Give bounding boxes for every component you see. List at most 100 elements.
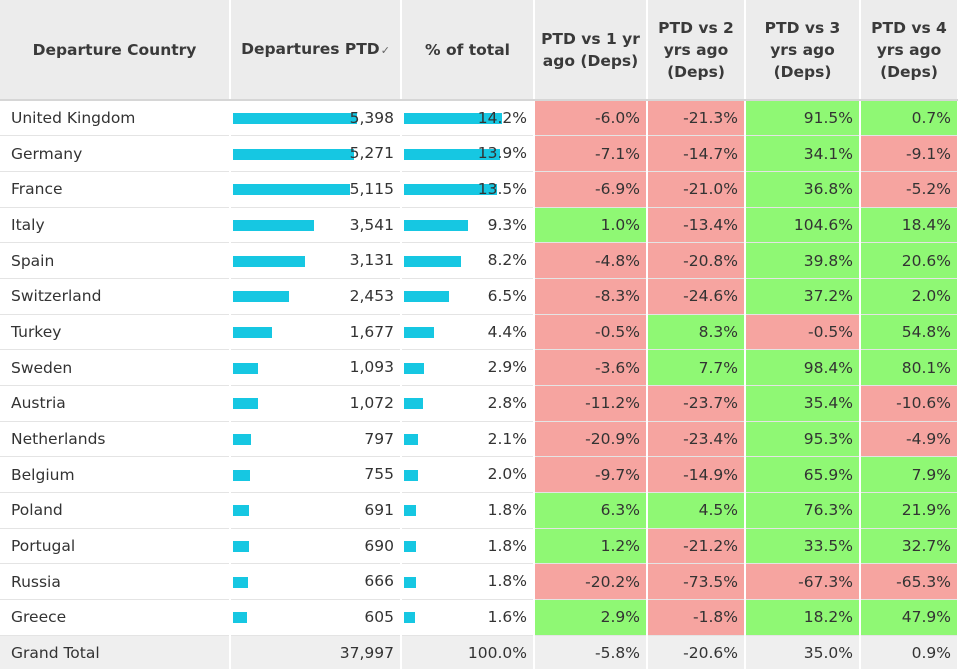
country-cell: Switzerland <box>0 278 231 315</box>
pct-total-value: 8.2% <box>487 251 527 270</box>
table-row[interactable]: France 5,115 13.5% -6.9% -21.0% 36.8% -5.2% <box>0 171 958 208</box>
pct-total-bar <box>404 148 500 160</box>
ptd-vs1-cell: -20.9% <box>534 421 648 458</box>
table-row[interactable]: Spain 3,131 8.2% -4.8% -20.8% 39.8% 20.6% <box>0 242 958 279</box>
ptd-vs3-cell: 65.9% <box>745 456 861 494</box>
pct-total-cell: 9.3% <box>401 207 535 244</box>
departures-value: 755 <box>364 465 394 484</box>
table-row[interactable]: Germany 5,271 13.9% -7.1% -14.7% 34.1% -9.1% <box>0 135 958 172</box>
ptd-vs2-cell: 8.3% <box>647 314 746 351</box>
departures-bar <box>233 113 357 125</box>
table-row[interactable]: Russia 666 1.8% -20.2% -73.5% -67.3% -65.3% <box>0 563 958 601</box>
header-departures-ptd[interactable]: Departures PTD✓ <box>230 0 402 101</box>
pct-total-bar <box>404 184 497 196</box>
pct-total-bar <box>404 576 416 588</box>
header-ptd-vs-2yrs[interactable]: PTD vs 2 yrs ago (Deps) <box>647 0 746 101</box>
departures-bar <box>233 541 249 553</box>
pct-total-bar <box>404 362 424 374</box>
departures-cell: 1,677 <box>230 314 402 351</box>
ptd-vs3-cell: 39.8% <box>745 242 861 279</box>
pct-total-bar <box>404 469 418 481</box>
departures-cell: 605 <box>230 599 402 636</box>
pct-total-cell: 4.4% <box>401 314 535 351</box>
pct-total-value: 13.5% <box>477 179 527 198</box>
table-row[interactable]: Belgium 755 2.0% -9.7% -14.9% 65.9% 7.9% <box>0 456 958 494</box>
departures-bar <box>233 576 248 588</box>
departures-value: 5,271 <box>349 144 394 163</box>
pct-total-bar <box>404 291 449 303</box>
departures-value: 605 <box>364 608 394 627</box>
pct-total-value: 6.5% <box>487 286 527 305</box>
pct-total-cell: 13.9% <box>401 135 535 172</box>
pct-total-value: 2.9% <box>487 358 527 377</box>
ptd-vs1-cell: 6.3% <box>534 492 648 529</box>
pct-total-cell: 14.2% <box>401 100 535 137</box>
header-departures-label: Departures PTD <box>241 39 380 58</box>
table-row[interactable]: Turkey 1,677 4.4% -0.5% 8.3% -0.5% 54.8% <box>0 314 958 351</box>
ptd-vs4-cell: -65.3% <box>860 563 958 601</box>
header-departure-country[interactable]: Departure Country <box>0 0 231 101</box>
departures-value: 5,398 <box>349 109 394 127</box>
header-ptd-vs-1yr[interactable]: PTD vs 1 yr ago (Deps) <box>534 0 648 101</box>
pct-total-bar <box>404 398 423 410</box>
pct-total-value: 9.3% <box>487 215 527 234</box>
country-cell: Belgium <box>0 456 231 494</box>
sort-descending-icon[interactable]: ✓ <box>380 43 390 57</box>
ptd-vs4-cell: 7.9% <box>860 456 958 494</box>
pct-total-value: 1.8% <box>487 572 527 591</box>
pct-total-value: 1.6% <box>487 608 527 627</box>
pct-total-bar <box>404 505 416 517</box>
header-ptd-vs-3yrs[interactable]: PTD vs 3 yrs ago (Deps) <box>745 0 861 101</box>
ptd-vs2-cell: 7.7% <box>647 349 746 386</box>
table-row[interactable]: Austria 1,072 2.8% -11.2% -23.7% 35.4% -10.6% <box>0 385 958 422</box>
departures-cell: 1,093 <box>230 349 402 386</box>
table-row[interactable]: Poland 691 1.8% 6.3% 4.5% 76.3% 21.9% <box>0 492 958 529</box>
pct-total-bar <box>404 255 461 267</box>
ptd-vs4-cell: 2.0% <box>860 278 958 315</box>
pct-total-value: 2.0% <box>487 465 527 484</box>
country-cell: Portugal <box>0 528 231 565</box>
grand-total-vs2: -20.6% <box>647 635 746 669</box>
ptd-vs4-cell: -10.6% <box>860 385 958 422</box>
ptd-vs3-cell: 91.5% <box>745 100 861 137</box>
grand-total-vs4: 0.9% <box>860 635 958 669</box>
ptd-vs4-cell: 32.7% <box>860 528 958 565</box>
departures-cell: 691 <box>230 492 402 529</box>
ptd-vs3-cell: -67.3% <box>745 563 861 601</box>
ptd-vs1-cell: 1.0% <box>534 207 648 244</box>
departures-value: 797 <box>364 429 394 448</box>
departures-cell: 755 <box>230 456 402 494</box>
table-row[interactable]: Switzerland 2,453 6.5% -8.3% -24.6% 37.2% 2.0% <box>0 278 958 315</box>
table-row[interactable]: Italy 3,541 9.3% 1.0% -13.4% 104.6% 18.4% <box>0 207 958 244</box>
ptd-vs4-cell: 54.8% <box>860 314 958 351</box>
ptd-vs3-cell: 76.3% <box>745 492 861 529</box>
pct-total-cell: 2.9% <box>401 349 535 386</box>
departures-value: 666 <box>364 572 394 591</box>
pct-total-value: 1.8% <box>487 536 527 555</box>
grand-total-vs1: -5.8% <box>534 635 648 669</box>
table-row[interactable]: Portugal 690 1.8% 1.2% -21.2% 33.5% 32.7% <box>0 528 958 565</box>
departures-value: 1,093 <box>349 358 394 377</box>
ptd-vs3-cell: 104.6% <box>745 207 861 244</box>
header-pct-of-total[interactable]: % of total <box>401 0 535 101</box>
table-row[interactable]: Greece 605 1.6% 2.9% -1.8% 18.2% 47.9% <box>0 599 958 636</box>
country-cell: Russia <box>0 563 231 601</box>
ptd-vs2-cell: -23.4% <box>647 421 746 458</box>
table-row[interactable]: Sweden 1,093 2.9% -3.6% 7.7% 98.4% 80.1% <box>0 349 958 386</box>
ptd-vs1-cell: -6.9% <box>534 171 648 208</box>
pct-total-value: 4.4% <box>487 322 527 341</box>
country-cell: Netherlands <box>0 421 231 458</box>
ptd-vs3-cell: 18.2% <box>745 599 861 636</box>
table-row[interactable]: Netherlands 797 2.1% -20.9% -23.4% 95.3% -4.9% <box>0 421 958 458</box>
ptd-vs1-cell: -11.2% <box>534 385 648 422</box>
departures-cell: 2,453 <box>230 278 402 315</box>
header-ptd-vs-4yrs[interactable]: PTD vs 4 yrs ago (Deps) <box>860 0 958 101</box>
country-cell: Italy <box>0 207 231 244</box>
table-row[interactable]: United Kingdom 5,398 14.2% -6.0% -21.3% 91.5%… <box>0 100 958 137</box>
ptd-vs4-cell: -5.2% <box>860 171 958 208</box>
departures-value: 3,541 <box>349 215 394 234</box>
ptd-vs2-cell: 4.5% <box>647 492 746 529</box>
ptd-vs1-cell: -0.5% <box>534 314 648 351</box>
departures-bar <box>233 362 258 374</box>
ptd-vs1-cell: -9.7% <box>534 456 648 494</box>
